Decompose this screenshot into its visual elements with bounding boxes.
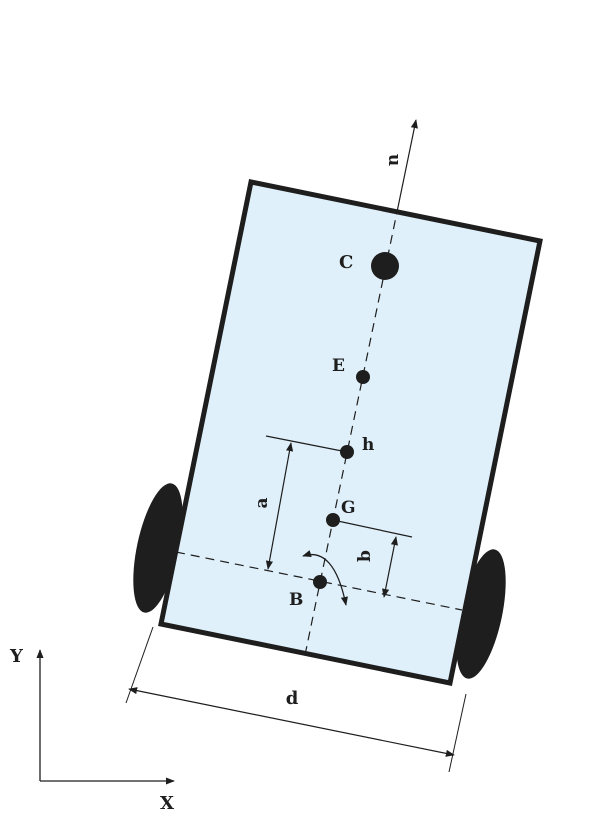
label-b-point: B <box>289 590 303 610</box>
dimension-a-arrow <box>265 442 294 570</box>
label-x-axis: X <box>160 793 174 814</box>
rotation-arrow <box>302 550 348 606</box>
point-h <box>340 445 354 459</box>
g-reference-line <box>332 519 413 538</box>
label-g: G <box>341 498 356 518</box>
dimension-b-arrow <box>382 536 398 598</box>
label-c: C <box>339 252 353 273</box>
dimension-d-arrow <box>128 687 455 757</box>
robot-body <box>158 179 543 686</box>
point-g <box>326 513 340 527</box>
heading-axis-u <box>396 119 418 213</box>
point-b <box>313 575 327 589</box>
point-e <box>356 370 370 384</box>
label-y-axis: Y <box>9 646 24 667</box>
label-a: a <box>252 497 272 508</box>
label-u: u <box>384 154 404 166</box>
wheel-axis-dashed <box>175 551 463 611</box>
label-b-dim: b <box>355 550 375 562</box>
label-d: d <box>286 688 299 709</box>
point-c <box>371 252 399 280</box>
label-e: E <box>332 356 345 376</box>
dimension-d-ext-right <box>448 693 467 773</box>
label-h: h <box>362 435 374 455</box>
h-reference-line <box>265 435 348 453</box>
